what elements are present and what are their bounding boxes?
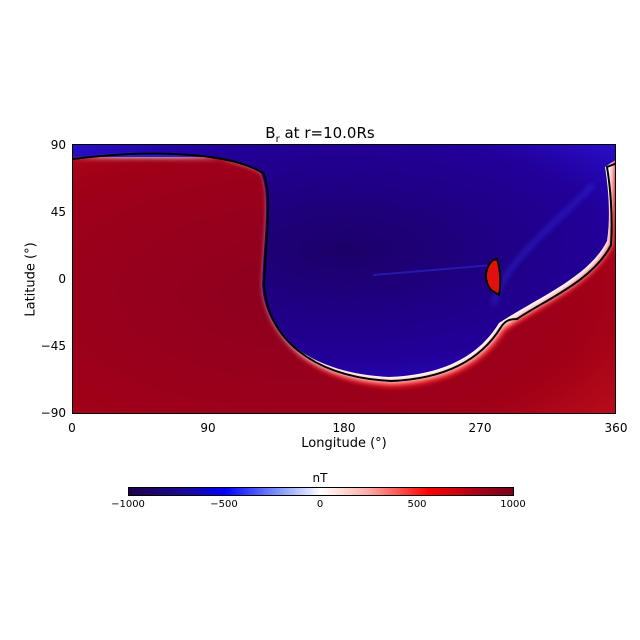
x-axis-label: Longitude (°) <box>301 436 387 451</box>
colorbar-tick-0: 0 <box>316 499 324 510</box>
y-tick-45: 45 <box>50 205 66 219</box>
x-tick-180: 180 <box>332 421 356 435</box>
colorbar-tick-500: 500 <box>407 499 427 510</box>
chart-title: Br at r=10.0Rs <box>265 124 375 145</box>
y-tick-minus90: −90 <box>40 406 66 420</box>
x-tick-360: 360 <box>604 421 628 435</box>
colorbar-tick-minus1000: −1000 <box>111 499 145 510</box>
y-tick-90: 90 <box>50 138 66 152</box>
y-tick-minus45: −45 <box>40 339 66 353</box>
heatmap-plot-area <box>72 144 616 414</box>
colorbar <box>128 487 514 496</box>
colorbar-tick-minus500: −500 <box>210 499 238 510</box>
x-tick-0: 0 <box>68 421 76 435</box>
colorbar-label: nT <box>312 471 328 485</box>
colorbar-tick-1000: 1000 <box>500 499 526 510</box>
y-tick-0: 0 <box>58 272 66 286</box>
heatmap-map <box>73 145 615 413</box>
x-tick-270: 270 <box>468 421 492 435</box>
x-tick-90: 90 <box>200 421 216 435</box>
y-axis-label: Latitude (°) <box>23 242 39 317</box>
